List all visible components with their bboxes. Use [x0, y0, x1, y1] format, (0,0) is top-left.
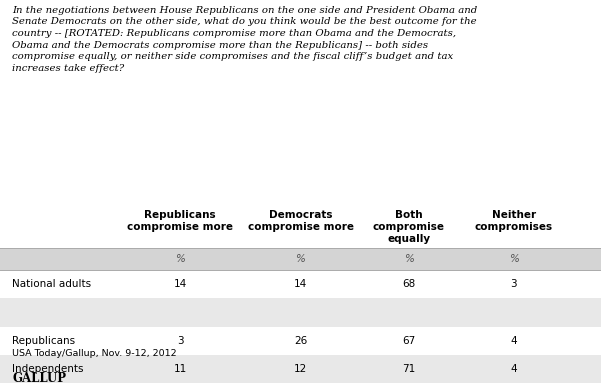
Text: Both
compromise
equally: Both compromise equally	[373, 210, 445, 244]
Bar	[0, 248, 601, 270]
Text: %: %	[509, 254, 519, 264]
Text: 3: 3	[177, 336, 184, 346]
Text: 14: 14	[294, 279, 307, 289]
Text: %: %	[296, 254, 305, 264]
Bar	[0, 383, 601, 387]
Text: National adults: National adults	[12, 279, 91, 289]
Text: %: %	[175, 254, 185, 264]
Text: 4: 4	[510, 364, 517, 374]
Bar	[0, 327, 601, 355]
Text: 11: 11	[174, 364, 187, 374]
Text: Democrats
compromise more: Democrats compromise more	[248, 210, 353, 232]
Bar	[0, 270, 601, 298]
Bar	[0, 355, 601, 383]
Text: Republicans
compromise more: Republicans compromise more	[127, 210, 233, 232]
Text: 14: 14	[174, 279, 187, 289]
Text: %: %	[404, 254, 413, 264]
Text: In the negotiations between House Republicans on the one side and President Obam: In the negotiations between House Republ…	[12, 6, 477, 73]
Text: 67: 67	[402, 336, 415, 346]
Text: 71: 71	[402, 364, 415, 374]
Text: 68: 68	[402, 279, 415, 289]
Text: Republicans: Republicans	[12, 336, 75, 346]
Text: 26: 26	[294, 336, 307, 346]
Text: USA Today/Gallup, Nov. 9-12, 2012: USA Today/Gallup, Nov. 9-12, 2012	[12, 349, 177, 358]
Text: 3: 3	[510, 279, 517, 289]
Bar	[0, 207, 601, 248]
Text: 4: 4	[510, 336, 517, 346]
Text: Independents: Independents	[12, 364, 84, 374]
Text: 12: 12	[294, 364, 307, 374]
Bar	[0, 298, 601, 327]
Text: Neither
compromises: Neither compromises	[475, 210, 553, 232]
Text: GALLUP: GALLUP	[12, 372, 66, 385]
